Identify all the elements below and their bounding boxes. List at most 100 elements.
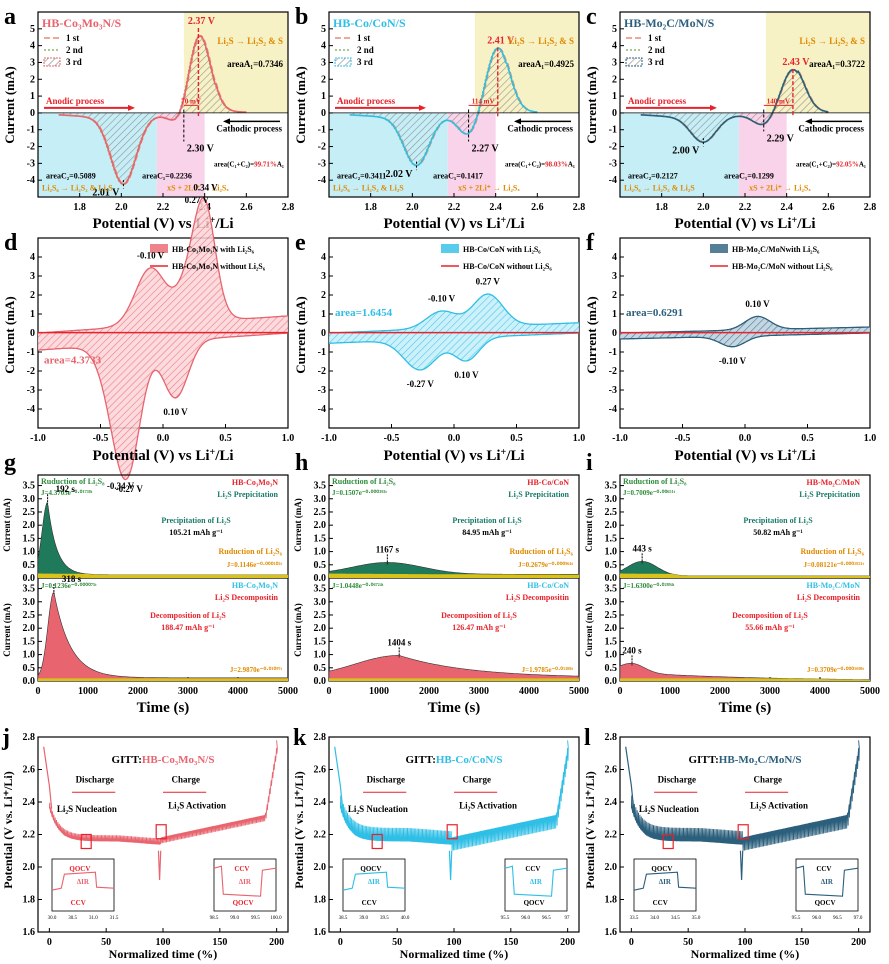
fit-top-1: J=0.7009e⁻⁰·⁰⁰⁶⁵¹ᵗ [623, 489, 676, 497]
area-ratio-suffix: A₁ [859, 161, 866, 169]
inset-tick-label: 30.5 [68, 916, 77, 921]
inset-tick-label: 97.0 [854, 916, 863, 921]
inset-signal [213, 865, 277, 897]
area-a1: areaA₁=0.4925 [518, 59, 574, 69]
y-tick-label: 2.5 [23, 610, 36, 621]
x-axis-label-sup: + [210, 447, 216, 458]
x-axis-label: Potential (V) vs Li+/Li [92, 447, 233, 464]
x-tick-label: -1.0 [321, 433, 337, 444]
x-tick-label: 1000 [369, 686, 389, 697]
y-tick-label: 2 [321, 74, 326, 85]
area-ratio: area(C₁+C₂)=98.03%A₁ [505, 161, 575, 169]
cv-with-li2s6-lower [37, 332, 289, 481]
area-c1: areaC₁=0.1299 [724, 172, 774, 181]
inset-tick-label: 33.5 [630, 916, 639, 921]
inset-tick-label: 30.0 [48, 916, 57, 921]
y-tick-label: -4 [318, 404, 326, 415]
inset-tick-label: 99.5 [251, 916, 260, 921]
discharge-label: Discharge [367, 775, 406, 785]
x-axis-label: Potential (V) vs Li+/Li [383, 215, 524, 232]
peak-label: 0.10 V [454, 370, 479, 380]
y-tick-label: 4 [321, 252, 326, 263]
peak-label: 0.10 V [163, 407, 188, 417]
x-tick-label: 3000 [760, 686, 780, 697]
cathodic-region-c1 [738, 112, 787, 197]
reduction-li2s6-label: Ruduction of Li₂S₆ [510, 547, 574, 556]
panel-title: HB-Co/CoN/S [333, 16, 406, 30]
y-tick-label: 2.6 [314, 765, 327, 776]
peak-time-bottom: 1404 s [387, 637, 411, 647]
cathodic-arrowhead [805, 118, 812, 125]
material-top: HB-Co₃Mo₃N [232, 478, 278, 487]
legend-swatch [43, 57, 61, 67]
legend-swatch-with [710, 244, 728, 253]
x-axis-label: Normalized time (%) [400, 947, 509, 961]
y-tick-label: 0.5 [605, 560, 618, 571]
anodic-label: Anodic process [628, 96, 687, 106]
area-ratio-value: 98.03% [545, 161, 568, 169]
y-tick-label: -3 [27, 385, 35, 396]
x-tick-label: 2000 [419, 686, 439, 697]
area-c1: areaC₁=0.1417 [433, 172, 483, 181]
x-axis-label-sup: + [501, 447, 507, 458]
cv-series-3 [58, 35, 247, 186]
fit-bottom-1: J=1.6300e⁻⁰·⁰²⁸⁹⁴ᵗ [623, 582, 675, 590]
y-tick-label: -2 [27, 366, 35, 377]
x-axis-label-tail: /Li [505, 216, 524, 232]
delta-label: 114 mV [472, 97, 495, 105]
x-tick-label: 1.8 [364, 202, 377, 213]
mode-top: Li₂S Prepicitation [217, 490, 278, 499]
y-tick-label: 1.5 [605, 636, 618, 647]
y-tick-label: 0.0 [23, 676, 36, 687]
x-tick-label: -1.0 [30, 433, 46, 444]
inset-qocv: QOCV [233, 899, 254, 907]
precipitation-label: Precipitation of Li₂S [452, 516, 522, 525]
activation-box [446, 824, 458, 840]
x-tick-label: 0 [338, 937, 343, 948]
x-tick-label: 0.5 [510, 433, 523, 444]
inset-qocv: QOCV [360, 865, 381, 873]
panel-letter-d: d [4, 230, 18, 256]
inset-ccv: CCV [816, 865, 831, 873]
nucleation-box [371, 833, 383, 850]
y-tick-label: 3 [321, 271, 326, 282]
reduction-li2s6-area [329, 573, 579, 578]
discharge-label: Discharge [658, 775, 697, 785]
y-tick-label: 3.5 [605, 584, 618, 595]
legend-swatch-with [150, 244, 168, 253]
y-tick-label: 3 [612, 271, 617, 282]
y-tick-label: -1 [609, 125, 617, 136]
y-axis-label: Current (mA) [2, 66, 17, 143]
y-tick-label: 2 [30, 74, 35, 85]
y-tick-label: 4 [612, 41, 617, 52]
y-tick-label: -4 [27, 404, 35, 415]
y-tick-label: 3.5 [23, 584, 36, 595]
y-axis-label: Current (mA) [584, 66, 599, 143]
peak-label: 0.34 V [193, 183, 218, 193]
y-tick-label: 2.5 [605, 507, 618, 518]
y-tick-label: 2.8 [314, 732, 327, 743]
y-tick-label: 0.0 [605, 573, 618, 584]
y-tick-label: 4 [30, 41, 35, 52]
x-tick-label: 2.0 [697, 202, 710, 213]
x-tick-label: 2.2 [157, 202, 170, 213]
x-tick-label: 2.6 [822, 202, 835, 213]
x-tick-label: 1.0 [864, 433, 877, 444]
cv-loop-fill [620, 316, 870, 347]
y-tick-label: -4 [318, 175, 326, 186]
area-ratio-suffix: A₁ [277, 161, 284, 169]
gitt-charge-curve [742, 740, 860, 851]
x-tick-label: 1000 [78, 686, 98, 697]
anodic-peak-label: 2.43 V [782, 57, 810, 68]
reaction-anodic: Li₂S → Li₂S₂ & S [217, 36, 283, 46]
precipitation-capacity: 84.95 mAh g⁻¹ [462, 528, 512, 537]
fit-bottom-2: J=1.9785e⁻⁰·⁰¹³⁸⁸ᵗ [522, 666, 574, 674]
x-tick-label: 150 [503, 937, 518, 948]
x-tick-label: 0 [47, 937, 52, 948]
cv-with-li2s6-upper [328, 293, 580, 334]
inset-ccv: CCV [653, 899, 668, 907]
inset-tick-label: 96.5 [542, 916, 551, 921]
gitt-end-discharge [157, 850, 162, 881]
y-axis-label: Current (mA) [293, 498, 303, 552]
inset-frame [213, 858, 277, 912]
